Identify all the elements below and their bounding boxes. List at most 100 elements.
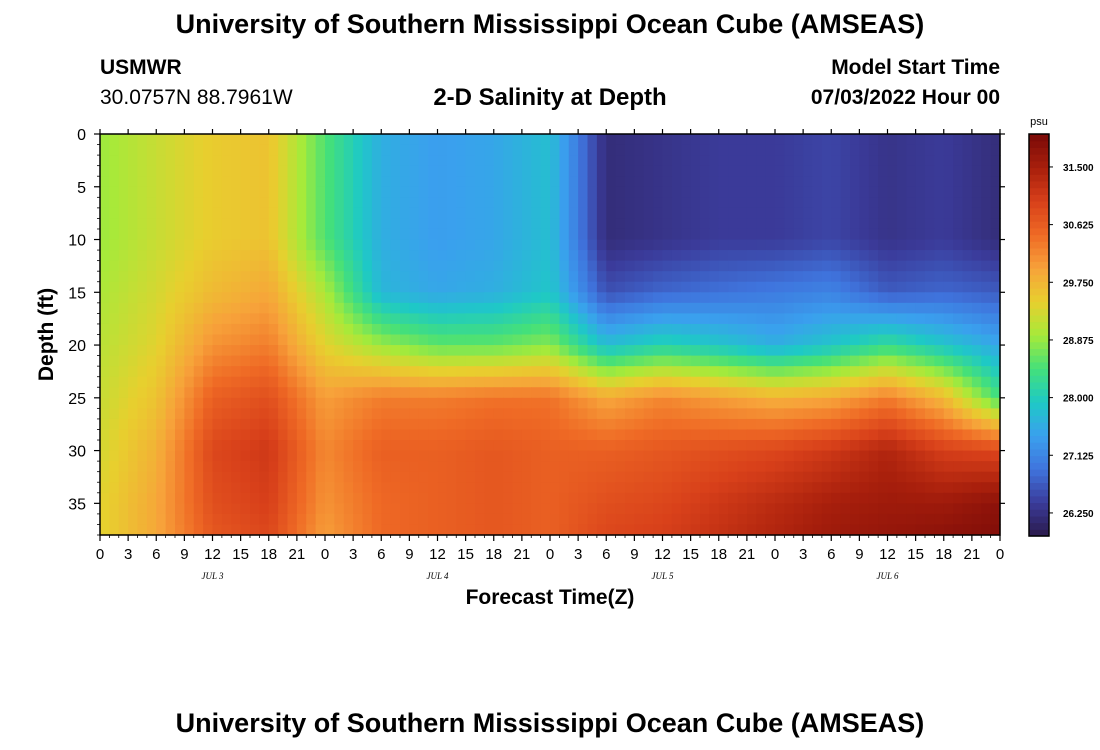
heatmap-cell (118, 418, 129, 431)
heatmap-cell (681, 186, 692, 198)
heatmap-cell (278, 429, 289, 441)
heatmap-cell (268, 482, 279, 494)
heatmap-cell (587, 165, 598, 177)
heatmap-cell (278, 513, 289, 526)
heatmap-cell (653, 271, 664, 283)
heatmap-cell (587, 186, 598, 198)
heatmap-cell (353, 302, 364, 314)
heatmap-cell (990, 450, 1001, 462)
heatmap-cell (578, 176, 589, 188)
heatmap-cell (409, 186, 420, 198)
heatmap-cell (896, 207, 907, 220)
heatmap-cell (831, 197, 842, 209)
heatmap-cell (643, 471, 654, 483)
heatmap-cell (203, 366, 214, 378)
heatmap-cell (296, 355, 307, 367)
heatmap-cell (962, 408, 973, 420)
heatmap-cell (437, 492, 448, 504)
heatmap-cell (662, 186, 673, 198)
heatmap-cell (709, 513, 720, 526)
heatmap-cell (259, 471, 270, 483)
heatmap-cell (240, 239, 251, 251)
heatmap-cell (765, 503, 776, 515)
heatmap-cell (128, 176, 139, 188)
heatmap-cell (400, 461, 410, 473)
heatmap-cell (259, 207, 270, 220)
heatmap-cell (428, 313, 439, 325)
heatmap-cell (803, 155, 814, 167)
heatmap-cell (653, 155, 664, 167)
colorbar-swatch (1029, 214, 1049, 222)
heatmap-cell (784, 513, 795, 526)
heatmap-cell (878, 250, 889, 262)
heatmap-cell (353, 260, 364, 272)
heatmap-cell (428, 323, 439, 336)
heatmap-cell (296, 250, 307, 262)
heatmap-cell (418, 165, 429, 177)
heatmap-cell (596, 155, 607, 167)
heatmap-cell (653, 418, 664, 431)
heatmap-cell (334, 418, 345, 431)
heatmap-cell (306, 334, 317, 346)
heatmap-cell (343, 482, 354, 494)
heatmap-cell (981, 408, 992, 420)
heatmap-cell (643, 355, 654, 367)
heatmap-cell (400, 197, 410, 209)
heatmap-cell (353, 176, 364, 188)
heatmap-cell (475, 461, 485, 473)
heatmap-cell (756, 387, 767, 399)
heatmap-cell (878, 323, 889, 336)
heatmap-cell (953, 366, 964, 378)
heatmap-cell (821, 408, 832, 420)
heatmap-cell (868, 376, 879, 388)
heatmap-cell (437, 186, 448, 198)
heatmap-cell (109, 271, 120, 283)
heatmap-cell (625, 524, 635, 536)
heatmap-cell (718, 197, 729, 209)
heatmap-cell (362, 366, 373, 378)
heatmap-cell (971, 450, 982, 462)
heatmap-cell (437, 197, 448, 209)
heatmap-cell (268, 471, 279, 483)
heatmap-cell (109, 524, 120, 536)
heatmap-cell (540, 397, 551, 409)
heatmap-cell (531, 376, 542, 388)
heatmap-cell (231, 144, 242, 156)
heatmap-cell (540, 250, 551, 262)
heatmap-cell (240, 450, 251, 462)
heatmap-cell (596, 524, 607, 536)
heatmap-cell (737, 376, 748, 388)
heatmap-cell (868, 165, 879, 177)
heatmap-cell (559, 482, 570, 494)
heatmap-cell (831, 471, 842, 483)
heatmap-cell (231, 503, 242, 515)
heatmap-cell (859, 513, 870, 526)
heatmap-cell (165, 345, 176, 357)
heatmap-cell (371, 429, 382, 441)
heatmap-cell (325, 503, 335, 515)
heatmap-cell (925, 176, 935, 188)
heatmap-cell (484, 366, 495, 378)
heatmap-cell (343, 345, 354, 357)
heatmap-cell (962, 218, 973, 230)
heatmap-cell (943, 503, 954, 515)
heatmap-cell (418, 281, 429, 293)
heatmap-cell (390, 144, 401, 156)
heatmap-cell (203, 292, 214, 304)
heatmap-cell (578, 334, 589, 346)
colorbar-swatch (1029, 241, 1049, 249)
heatmap-cell (596, 302, 607, 314)
heatmap-cell (718, 186, 729, 198)
heatmap-cell (606, 165, 617, 177)
heatmap-cell (109, 376, 120, 388)
heatmap-cell (962, 334, 973, 346)
heatmap-cell (371, 408, 382, 420)
heatmap-cell (868, 260, 879, 272)
heatmap-cell (146, 313, 157, 325)
heatmap-cell (343, 355, 354, 367)
heatmap-cell (418, 186, 429, 198)
x-tick-label: 9 (630, 546, 638, 563)
heatmap-cell (390, 165, 401, 177)
heatmap-cell (296, 292, 307, 304)
heatmap-cell (315, 408, 326, 420)
